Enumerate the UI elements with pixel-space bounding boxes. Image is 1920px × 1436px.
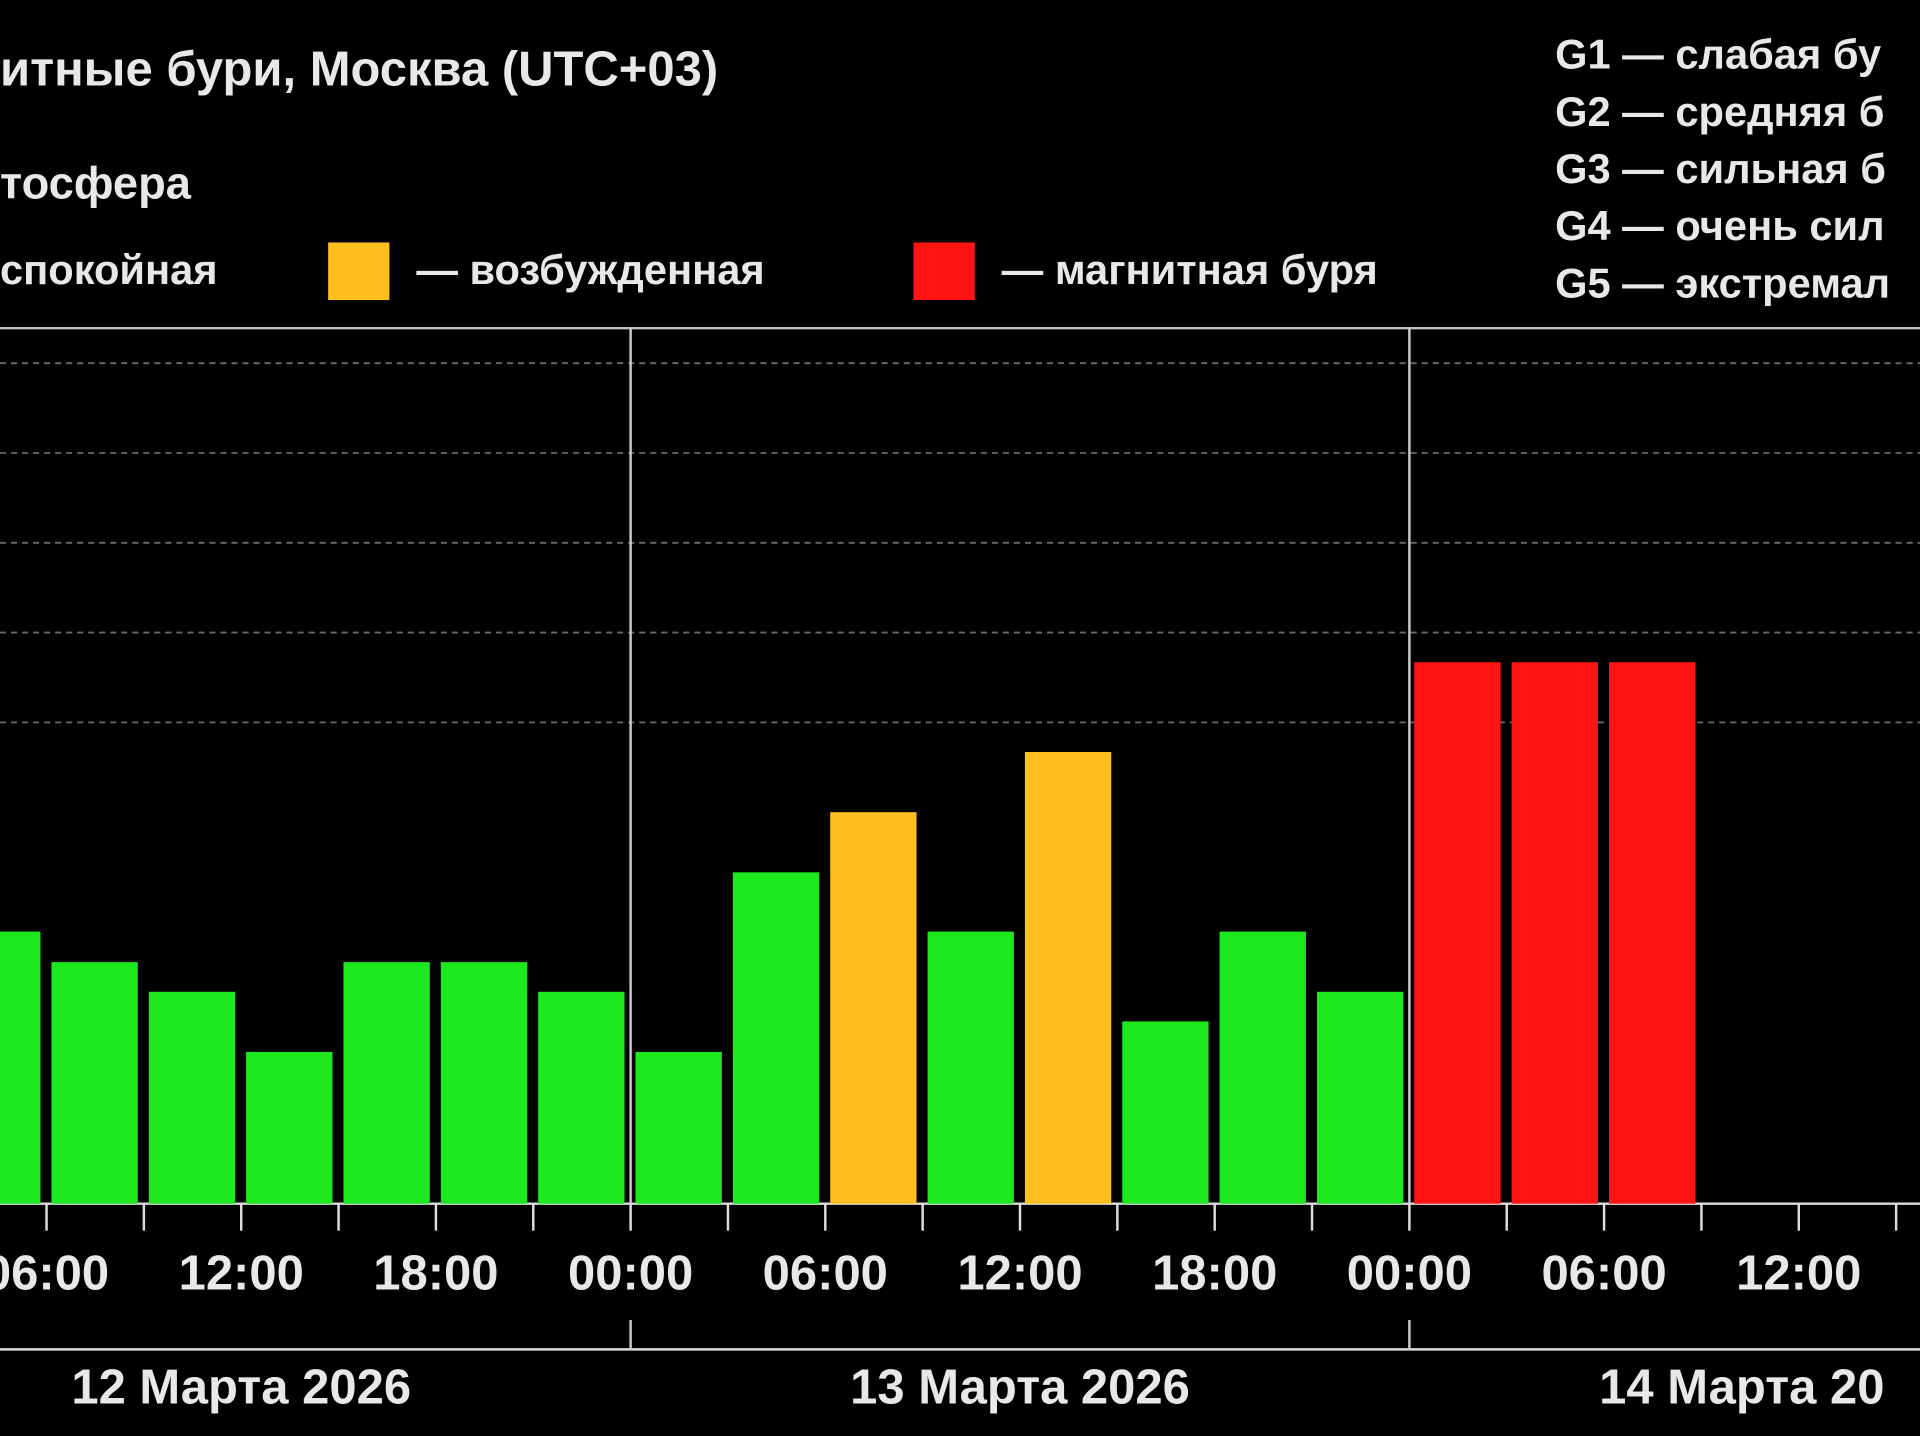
chart-subtitle: тосфера [0,157,192,208]
x-tick-label: 18:00 [1152,1246,1277,1300]
bar [440,962,528,1204]
date-label: 13 Марта 2026 [850,1360,1190,1414]
g-scale-item: G2 — средняя б [1555,88,1884,135]
x-tick-label: 06:00 [763,1246,888,1300]
legend-label: — возбужденная [416,246,764,293]
x-tick-label: 18:00 [373,1246,498,1300]
x-tick-label: 00:00 [1347,1246,1472,1300]
bar [538,991,625,1204]
legend-label: — магнитная буря [1002,246,1378,293]
legend-swatch [328,242,390,301]
bar [1024,752,1112,1204]
chart-title: итные бури, Москва (UTC+03) [0,43,718,97]
x-tick-label: 12:00 [179,1246,304,1300]
g-scale-item: G4 — очень сил [1555,202,1884,249]
bar [635,1051,722,1204]
bar [148,991,236,1204]
bar [1316,991,1404,1204]
bar [51,962,138,1204]
bar [343,962,430,1204]
bar [1414,662,1501,1204]
g-scale-item: G5 — экстремал [1555,259,1890,306]
x-tick-label: 06:00 [0,1246,109,1300]
bar [1608,662,1696,1204]
x-tick-label: 12:00 [957,1246,1082,1300]
date-label: 12 Марта 2026 [71,1360,411,1414]
x-tick-label: 06:00 [1541,1246,1666,1300]
bar [830,812,917,1204]
bar [927,931,1014,1204]
bar [246,1051,333,1204]
x-tick-label: 00:00 [568,1246,693,1300]
bar [1122,1021,1209,1204]
g-scale-item: G3 — сильная б [1555,145,1886,192]
date-label: 14 Марта 20 [1599,1360,1884,1414]
bar [732,872,820,1204]
bar [1511,662,1598,1204]
g-scale-item: G1 — слабая бу [1555,31,1881,78]
bar [1219,931,1306,1204]
legend-swatch [913,242,975,301]
legend-label: спокойная [0,246,218,293]
bar [0,931,41,1204]
x-tick-label: 12:00 [1736,1246,1861,1300]
